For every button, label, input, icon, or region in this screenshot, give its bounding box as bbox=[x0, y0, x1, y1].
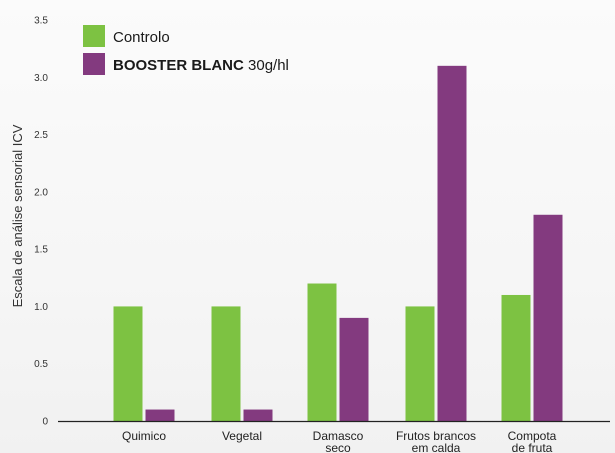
legend-label-booster-rest: 30g/hl bbox=[244, 57, 289, 74]
bar-controlo-0 bbox=[113, 306, 143, 421]
bar-controlo-3 bbox=[405, 306, 435, 421]
bar-controlo-1 bbox=[211, 306, 241, 421]
legend-swatch-booster bbox=[83, 53, 105, 75]
y-axis: 0 0.5 1.0 1.5 2.0 2.5 3.0 3.5 bbox=[34, 16, 48, 428]
x-tick-label: Compota de fruta bbox=[508, 429, 557, 453]
y-tick-label: 3.5 bbox=[34, 16, 48, 27]
legend-label-booster: BOOSTER BLANC 30g/hl bbox=[113, 57, 289, 74]
y-tick-label: 2.0 bbox=[34, 187, 48, 198]
y-tick-label: 1.0 bbox=[34, 302, 48, 313]
bar-booster-3 bbox=[437, 65, 467, 421]
legend: Controlo BOOSTER BLANC 30g/hl bbox=[83, 25, 289, 75]
bar-booster-0 bbox=[145, 409, 175, 421]
bar-booster-1 bbox=[243, 409, 273, 421]
bar-booster-4 bbox=[533, 214, 563, 421]
x-axis: Quimico Vegetal Damasco seco Frutos brancos e… bbox=[58, 420, 610, 453]
bars-group bbox=[113, 65, 563, 421]
y-tick-label: 0.5 bbox=[34, 359, 48, 370]
x-tick-label: Frutos brancos em calda bbox=[396, 429, 476, 453]
x-tick-label: Damasco seco bbox=[313, 429, 364, 453]
y-tick-label: 3.0 bbox=[34, 73, 48, 84]
bar-booster-2 bbox=[339, 317, 369, 421]
y-tick-label: 1.5 bbox=[34, 245, 48, 256]
y-tick-label: 0 bbox=[42, 417, 48, 428]
bar-controlo-2 bbox=[307, 283, 337, 421]
x-tick-label: Vegetal bbox=[222, 429, 262, 443]
legend-label-booster-bold: BOOSTER BLANC bbox=[113, 57, 244, 74]
x-tick-label: Quimico bbox=[122, 429, 166, 443]
bar-controlo-4 bbox=[501, 294, 531, 421]
y-axis-title: Escala de análise sensorial ICV bbox=[10, 124, 25, 307]
legend-swatch-controlo bbox=[83, 25, 105, 47]
y-tick-label: 2.5 bbox=[34, 130, 48, 141]
legend-label-controlo: Controlo bbox=[113, 29, 170, 46]
